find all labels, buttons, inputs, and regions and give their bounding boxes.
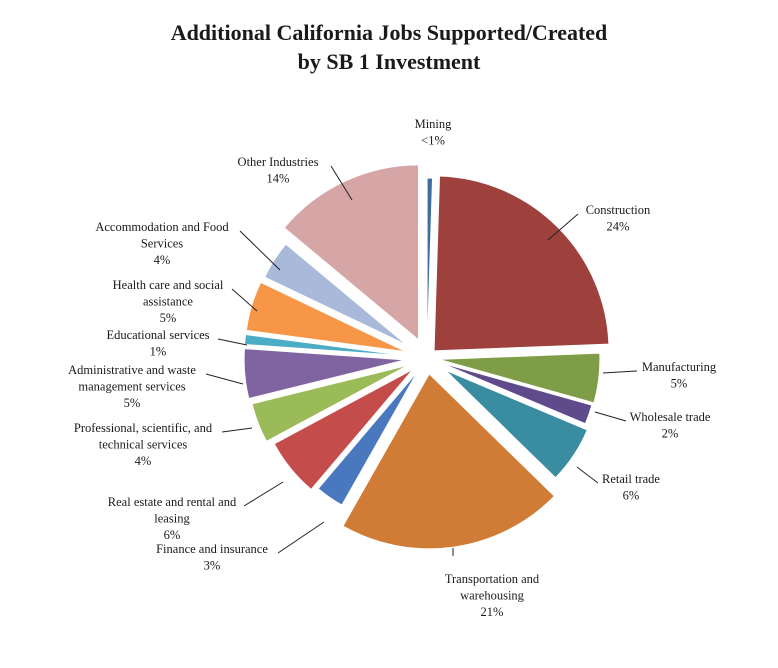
slice-label-line: Manufacturing — [642, 360, 717, 374]
chart-title: Additional California Jobs Supported/Cre… — [0, 18, 778, 76]
slice-label-retail-trade: Retail trade 6% — [602, 472, 660, 503]
slice-label-line: Wholesale trade — [630, 410, 711, 424]
slice-label-line: Other Industries — [238, 155, 319, 169]
slice-label-health-care-and-social-assistance: Health care and social assistance 5% — [113, 278, 224, 325]
slice-label-line: Construction — [586, 203, 651, 217]
pie-slice-manufacturing — [438, 352, 601, 404]
slice-label-transportation-and-warehousing: Transportation and warehousing 21% — [445, 572, 540, 619]
slice-label-line: 5% — [671, 377, 688, 391]
slice-label-line: <1% — [421, 134, 445, 148]
slice-label-line: management services — [78, 380, 185, 394]
pie-slices — [243, 164, 610, 550]
leader-line-construction — [547, 213, 579, 241]
slice-label-line: 24% — [607, 220, 630, 234]
slice-label-line: Retail trade — [602, 472, 660, 486]
slice-label-line: Services — [141, 237, 183, 251]
slice-label-line: 4% — [135, 454, 152, 468]
slice-label-administrative-and-waste-management-services: Administrative and waste management servi… — [68, 363, 196, 410]
leader-line-finance-and-insurance — [277, 521, 325, 554]
slice-label-line: Educational services — [106, 328, 209, 342]
slice-label-line: leasing — [154, 512, 190, 526]
slice-label-line: Accommodation and Food — [95, 220, 229, 234]
slice-label-line: Administrative and waste — [68, 363, 196, 377]
leader-line-other-industries — [330, 165, 353, 201]
slice-label-line: Finance and insurance — [156, 542, 268, 556]
slice-label-line: 6% — [623, 489, 640, 503]
slice-label-line: 3% — [204, 559, 221, 573]
slice-label-line: 2% — [662, 427, 679, 441]
chart-title-line-2: by SB 1 Investment — [297, 49, 481, 74]
slice-label-line: Mining — [415, 117, 453, 131]
leader-line-manufacturing — [602, 370, 638, 374]
leader-line-wholesale-trade — [594, 411, 627, 422]
pie-slice-wholesale-trade — [440, 362, 593, 425]
slice-label-line: Transportation and — [445, 572, 540, 586]
slice-label-line: 21% — [481, 605, 504, 619]
slice-label-finance-and-insurance: Finance and insurance 3% — [156, 542, 268, 573]
slice-label-line: 5% — [160, 311, 177, 325]
label-leader-lines — [205, 165, 638, 556]
pie-slice-mining — [426, 177, 434, 354]
slice-label-mining: Mining <1% — [415, 117, 453, 148]
pie-slice-transportation-and-warehousing — [342, 373, 556, 550]
slice-label-educational-services: Educational services 1% — [106, 328, 209, 359]
slice-label-line: Professional, scientific, and — [74, 421, 213, 435]
leader-line-health-care-and-social-assistance — [231, 288, 258, 312]
pie-slice-construction — [433, 175, 610, 352]
leader-line-educational-services — [217, 338, 248, 346]
slice-label-line: 5% — [124, 396, 141, 410]
slice-label-line: Health care and social — [113, 278, 224, 292]
slice-label-line: 6% — [164, 528, 181, 542]
slice-label-real-estate-and-rental-and-leasing: Real estate and rental and leasing 6% — [108, 495, 237, 542]
leader-line-accommodation-and-food-services — [239, 230, 281, 271]
slice-label-manufacturing: Manufacturing 5% — [642, 360, 717, 391]
slice-label-line: warehousing — [460, 589, 525, 603]
slice-label-line: 4% — [154, 253, 171, 267]
pie-slice-other-industries — [283, 164, 420, 341]
pie-slice-administrative-and-waste-management-services — [243, 348, 406, 400]
pie-slice-accommodation-and-food-services — [264, 243, 408, 346]
slice-labels: Mining <1% Construction 24% Manufacturing 5% W… — [68, 117, 717, 619]
leader-line-administrative-and-waste-management-services — [205, 373, 244, 385]
slice-label-line: technical services — [99, 438, 188, 452]
leader-line-real-estate-and-rental-and-leasing — [243, 481, 284, 507]
chart-title-line-1: Additional California Jobs Supported/Cre… — [170, 20, 608, 45]
slice-label-professional-scientific-and-technical-services: Professional, scientific, and technical s… — [74, 421, 213, 468]
pie-slice-finance-and-insurance — [317, 370, 419, 506]
slice-label-other-industries: Other Industries 14% — [238, 155, 319, 186]
slice-label-accommodation-and-food-services: Accommodation and Food Services 4% — [95, 220, 229, 267]
leader-line-professional-scientific-and-technical-services — [221, 427, 253, 433]
slice-label-line: 1% — [150, 345, 167, 359]
leader-line-retail-trade — [576, 466, 599, 484]
pie-slice-retail-trade — [444, 369, 588, 479]
pie-slice-real-estate-and-rental-and-leasing — [273, 368, 414, 491]
slice-label-wholesale-trade: Wholesale trade 2% — [630, 410, 711, 441]
slice-label-line: assistance — [143, 295, 193, 309]
slice-label-line: 14% — [267, 172, 290, 186]
slice-label-line: Real estate and rental and — [108, 495, 237, 509]
pie-slice-professional-scientific-and-technical-services — [251, 364, 409, 442]
slice-label-construction: Construction 24% — [586, 203, 651, 234]
